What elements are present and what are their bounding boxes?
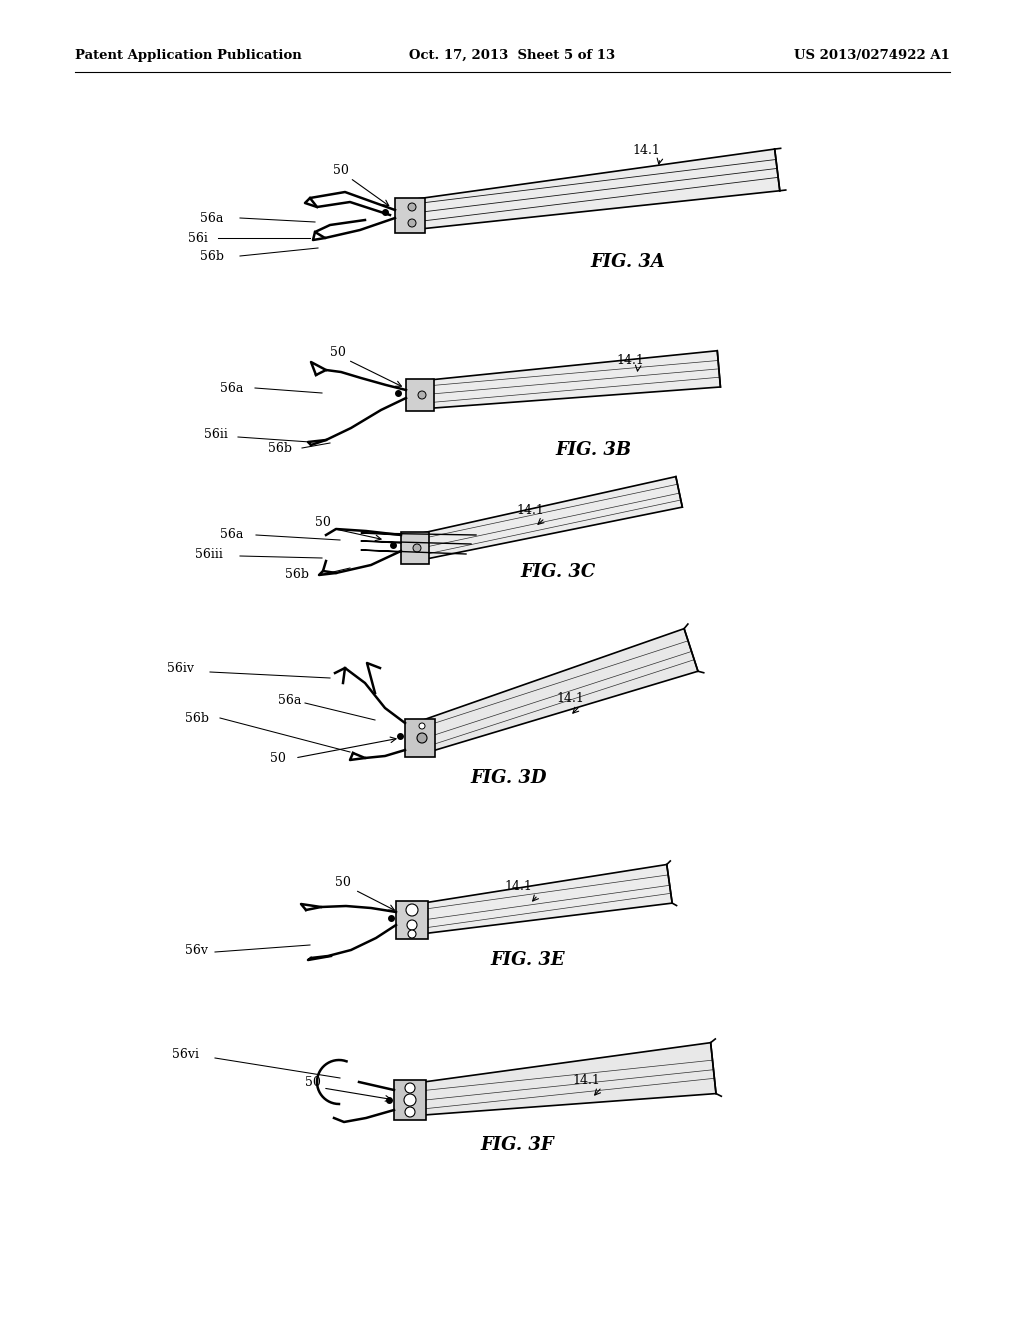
Polygon shape <box>409 149 780 230</box>
Text: 56a: 56a <box>200 211 223 224</box>
Text: Patent Application Publication: Patent Application Publication <box>75 49 302 62</box>
Polygon shape <box>410 865 672 935</box>
Text: 56ii: 56ii <box>204 429 228 441</box>
Circle shape <box>408 219 416 227</box>
Text: 50: 50 <box>330 346 346 359</box>
Text: 50: 50 <box>270 751 286 764</box>
Text: 50: 50 <box>335 875 351 888</box>
Circle shape <box>419 723 425 729</box>
Text: US 2013/0274922 A1: US 2013/0274922 A1 <box>795 49 950 62</box>
Circle shape <box>406 1082 415 1093</box>
Polygon shape <box>415 628 698 754</box>
Text: 14.1: 14.1 <box>632 144 659 157</box>
Polygon shape <box>409 1043 716 1115</box>
Text: 14.1: 14.1 <box>504 880 531 894</box>
Text: 56iii: 56iii <box>195 549 223 561</box>
Circle shape <box>408 931 416 939</box>
Text: 56b: 56b <box>285 569 309 582</box>
Text: Oct. 17, 2013  Sheet 5 of 13: Oct. 17, 2013 Sheet 5 of 13 <box>409 49 615 62</box>
Circle shape <box>417 733 427 743</box>
Text: 56vi: 56vi <box>172 1048 199 1061</box>
Text: 56b: 56b <box>268 441 292 454</box>
Circle shape <box>407 920 417 931</box>
Text: 56v: 56v <box>185 944 208 957</box>
Polygon shape <box>419 351 721 409</box>
Bar <box>395 198 425 234</box>
Text: 50: 50 <box>305 1076 321 1089</box>
Circle shape <box>418 391 426 399</box>
Text: FIG. 3A: FIG. 3A <box>590 253 665 271</box>
Circle shape <box>413 544 421 552</box>
Text: 56iv: 56iv <box>167 661 194 675</box>
Text: 56a: 56a <box>278 693 301 706</box>
Circle shape <box>404 1094 416 1106</box>
Text: 50: 50 <box>315 516 331 528</box>
Circle shape <box>406 1107 415 1117</box>
Bar <box>401 532 429 564</box>
Bar <box>394 1080 426 1119</box>
Circle shape <box>406 904 418 916</box>
Circle shape <box>408 203 416 211</box>
Text: FIG. 3D: FIG. 3D <box>470 770 547 787</box>
Text: 50: 50 <box>333 164 349 177</box>
Bar <box>396 902 428 939</box>
Polygon shape <box>413 477 682 561</box>
Text: 14.1: 14.1 <box>616 354 644 367</box>
Text: FIG. 3C: FIG. 3C <box>520 564 595 581</box>
Text: FIG. 3F: FIG. 3F <box>480 1137 554 1154</box>
Text: 56b: 56b <box>185 711 209 725</box>
Bar <box>406 379 434 411</box>
Text: 56i: 56i <box>188 231 208 244</box>
Text: 14.1: 14.1 <box>516 504 544 517</box>
Text: 14.1: 14.1 <box>556 692 584 705</box>
Text: 56a: 56a <box>220 381 244 395</box>
Text: 56b: 56b <box>200 249 224 263</box>
Text: FIG. 3E: FIG. 3E <box>490 950 564 969</box>
Text: FIG. 3B: FIG. 3B <box>555 441 631 459</box>
Text: 56a: 56a <box>220 528 244 541</box>
Text: 14.1: 14.1 <box>572 1073 600 1086</box>
Bar <box>406 719 435 756</box>
